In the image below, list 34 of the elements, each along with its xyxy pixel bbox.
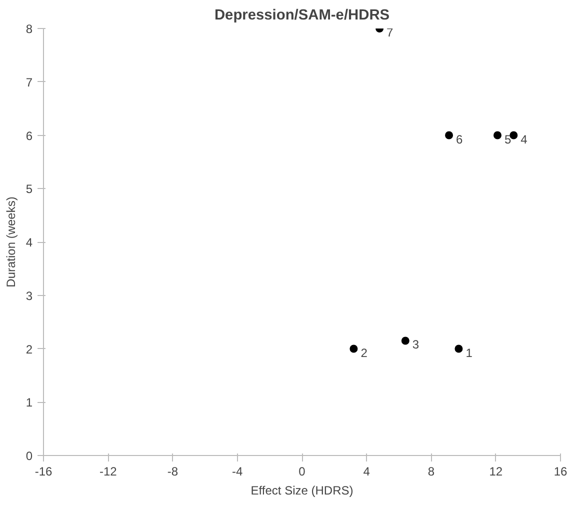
y-tick-label: 7	[26, 75, 33, 90]
point	[350, 344, 358, 353]
point	[493, 131, 502, 140]
annotation: 7	[386, 26, 394, 40]
y-tick-label: 3	[26, 288, 33, 303]
annotation: 4	[520, 132, 528, 146]
y-tick-label: 1	[26, 396, 33, 410]
y-tick-label: 0	[26, 449, 33, 463]
x-tick-label: -16	[34, 464, 52, 478]
y-tick-label: 5	[26, 182, 33, 196]
x-tick-label: 4	[363, 464, 370, 478]
y-tick-label: 8	[26, 22, 33, 36]
chart-title: Depression/SAM-e/HDRS	[214, 8, 390, 24]
y-axis-title: Duration (weeks)	[4, 196, 18, 288]
x-tick-label: -12	[99, 464, 118, 478]
x-tick-label: 8	[428, 464, 435, 478]
point	[445, 131, 454, 140]
annotation: 5	[504, 132, 512, 146]
x-tick-label: -4	[232, 464, 244, 478]
point	[510, 131, 518, 140]
annotation: 6	[456, 132, 464, 146]
y-tick-label: 6	[26, 128, 33, 143]
annotation: 3	[412, 338, 420, 352]
y-tick-label: 4	[26, 236, 33, 250]
point	[454, 344, 463, 353]
annotation: 2	[360, 346, 368, 360]
point	[401, 336, 410, 345]
annotation: 1	[466, 346, 473, 360]
x-tick-label: 0	[298, 464, 306, 478]
x-tick-label: 16	[554, 464, 568, 478]
x-tick-label: -8	[167, 464, 178, 478]
y-tick-label: 2	[26, 342, 33, 356]
x-tick-label: 12	[489, 464, 503, 478]
x-axis-title: Effect Size (HDRS)	[250, 484, 354, 498]
